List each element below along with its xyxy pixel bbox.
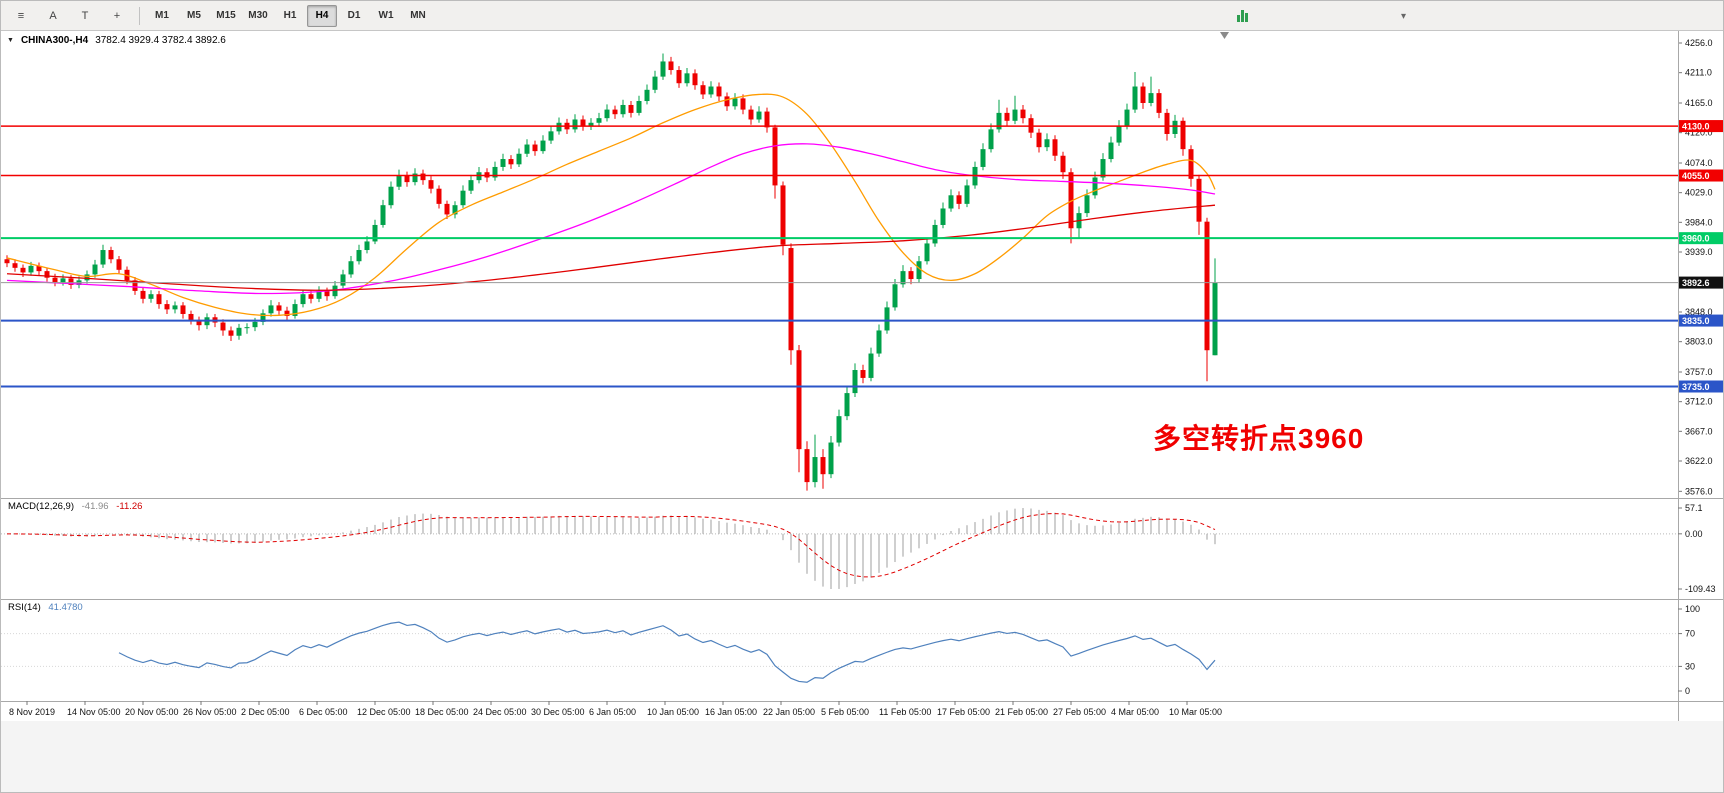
price-tag-3835.0: 3835.0	[1679, 314, 1723, 327]
chart-canvas[interactable]: 4256.0 4211.0 4165.0 4120.0 4074.0 4029.0 3984…	[1, 31, 1724, 793]
timeframe-h1-button[interactable]: H1	[283, 10, 297, 21]
svg-text:3984.0: 3984.0	[1685, 217, 1713, 227]
svg-text:3757.0: 3757.0	[1685, 367, 1713, 377]
chart-style-icon[interactable]	[1237, 9, 1249, 22]
svg-text:21 Feb 05:00: 21 Feb 05:00	[995, 707, 1048, 717]
rsi-panel: 100 70 30 0	[1, 604, 1700, 696]
fast-ma-line[interactable]	[6, 93, 1216, 317]
svg-text:14 Nov 05:00: 14 Nov 05:00	[67, 707, 121, 717]
timeframe-m15-button[interactable]: M15	[216, 10, 236, 21]
svg-text:26 Nov 05:00: 26 Nov 05:00	[183, 707, 237, 717]
svg-text:3835.0: 3835.0	[1682, 316, 1710, 326]
timeframe-m30-button[interactable]: M30	[248, 10, 268, 21]
svg-text:30 Dec 05:00: 30 Dec 05:00	[531, 707, 585, 717]
svg-text:11 Feb 05:00: 11 Feb 05:00	[879, 707, 931, 717]
price-tag-4055.0: 4055.0	[1679, 169, 1723, 182]
svg-text:2 Dec 05:00: 2 Dec 05:00	[241, 707, 290, 717]
svg-text:3960.0: 3960.0	[1682, 234, 1710, 244]
bottom-filler	[1, 721, 1723, 792]
svg-text:70: 70	[1685, 629, 1695, 639]
svg-text:3939.0: 3939.0	[1685, 247, 1713, 257]
svg-text:4 Mar 05:00: 4 Mar 05:00	[1111, 707, 1159, 717]
svg-text:3712.0: 3712.0	[1685, 397, 1713, 407]
svg-text:8 Nov 2019: 8 Nov 2019	[9, 707, 55, 717]
main-toolbar: ≡ A T + M1 M5 M15 M30 H1 H4 D1 W1 MN ▾	[1, 1, 1723, 31]
price-tag-4130.0: 4130.0	[1679, 120, 1723, 133]
candlestick-series	[4, 53, 1218, 491]
toolbar-more-icon[interactable]: ▾	[1401, 11, 1407, 22]
svg-text:10 Mar 05:00: 10 Mar 05:00	[1169, 707, 1222, 717]
svg-text:17 Feb 05:00: 17 Feb 05:00	[937, 707, 990, 717]
svg-text:4029.0: 4029.0	[1685, 188, 1713, 198]
svg-text:0.00: 0.00	[1685, 529, 1703, 539]
text-tool-icon[interactable]: T	[81, 9, 89, 22]
price-tag-3892.6: 3892.6	[1679, 276, 1723, 289]
timeframe-w1-button[interactable]: W1	[378, 10, 394, 21]
svg-text:4211.0: 4211.0	[1685, 68, 1712, 78]
svg-text:3803.0: 3803.0	[1685, 337, 1713, 347]
line-tools-group: ≡ A T +	[5, 5, 133, 27]
svg-text:20 Nov 05:00: 20 Nov 05:00	[125, 707, 179, 717]
cursor-tool-icon[interactable]: A	[49, 9, 57, 22]
svg-text:4165.0: 4165.0	[1685, 98, 1713, 108]
svg-text:22 Jan 05:00: 22 Jan 05:00	[763, 707, 815, 717]
chart-background	[1, 31, 1723, 792]
chart-annotation[interactable]: 多空转折点3960	[1153, 423, 1365, 454]
svg-text:57.1: 57.1	[1685, 503, 1703, 513]
time-axis[interactable]: 8 Nov 2019 14 Nov 05:00 20 Nov 05:00 26 Nov…	[9, 701, 1222, 717]
timeframe-m1-button[interactable]: M1	[155, 10, 169, 21]
svg-text:100: 100	[1685, 604, 1700, 614]
svg-text:4256.0: 4256.0	[1685, 38, 1713, 48]
slow-ma-line[interactable]	[6, 204, 1216, 291]
chart-area: 4256.0 4211.0 4165.0 4120.0 4074.0 4029.0 3984…	[1, 31, 1724, 793]
price-tag-3735.0: 3735.0	[1679, 380, 1723, 393]
svg-text:4074.0: 4074.0	[1685, 158, 1713, 168]
timeframe-m5-button[interactable]: M5	[187, 10, 201, 21]
svg-text:30: 30	[1685, 661, 1695, 671]
svg-text:12 Dec 05:00: 12 Dec 05:00	[357, 707, 411, 717]
svg-text:3892.6: 3892.6	[1682, 278, 1710, 288]
svg-text:16 Jan 05:00: 16 Jan 05:00	[705, 707, 757, 717]
svg-text:18 Dec 05:00: 18 Dec 05:00	[415, 707, 469, 717]
timeframe-group: M1 M5 M15 M30 H1 H4 D1 W1 MN	[146, 4, 434, 27]
chart-shift-marker-icon[interactable]	[1220, 32, 1229, 39]
svg-text:3848.0: 3848.0	[1685, 307, 1713, 317]
rsi-line	[118, 621, 1216, 683]
chart-list-icon[interactable]: ≡	[17, 9, 25, 22]
toolbar-separator	[139, 6, 140, 25]
svg-text:3667.0: 3667.0	[1685, 426, 1713, 436]
price-tag-3960.0: 3960.0	[1679, 232, 1723, 245]
svg-text:4055.0: 4055.0	[1682, 171, 1710, 181]
svg-text:0: 0	[1685, 686, 1690, 696]
timeframe-h4-button[interactable]: H4	[307, 4, 337, 27]
crosshair-tool-icon[interactable]: +	[113, 9, 121, 22]
macd-panel: 57.1 0.00 -109.43	[1, 503, 1716, 594]
svg-text:10 Jan 05:00: 10 Jan 05:00	[647, 707, 699, 717]
mid-ma-line[interactable]	[6, 143, 1216, 295]
svg-text:3735.0: 3735.0	[1682, 382, 1710, 392]
svg-text:4120.0: 4120.0	[1685, 128, 1713, 138]
timeframe-d1-button[interactable]: D1	[347, 10, 361, 21]
svg-text:3622.0: 3622.0	[1685, 456, 1713, 466]
svg-text:27 Feb 05:00: 27 Feb 05:00	[1053, 707, 1106, 717]
svg-text:4130.0: 4130.0	[1682, 122, 1710, 132]
timeframe-mn-button[interactable]: MN	[410, 10, 426, 21]
svg-text:3576.0: 3576.0	[1685, 486, 1713, 496]
svg-text:6 Jan 05:00: 6 Jan 05:00	[589, 707, 636, 717]
svg-text:5 Feb 05:00: 5 Feb 05:00	[821, 707, 869, 717]
macd-signal-line	[6, 513, 1216, 578]
svg-text:24 Dec 05:00: 24 Dec 05:00	[473, 707, 527, 717]
svg-text:6 Dec 05:00: 6 Dec 05:00	[299, 707, 348, 717]
svg-text:-109.43: -109.43	[1685, 584, 1716, 594]
